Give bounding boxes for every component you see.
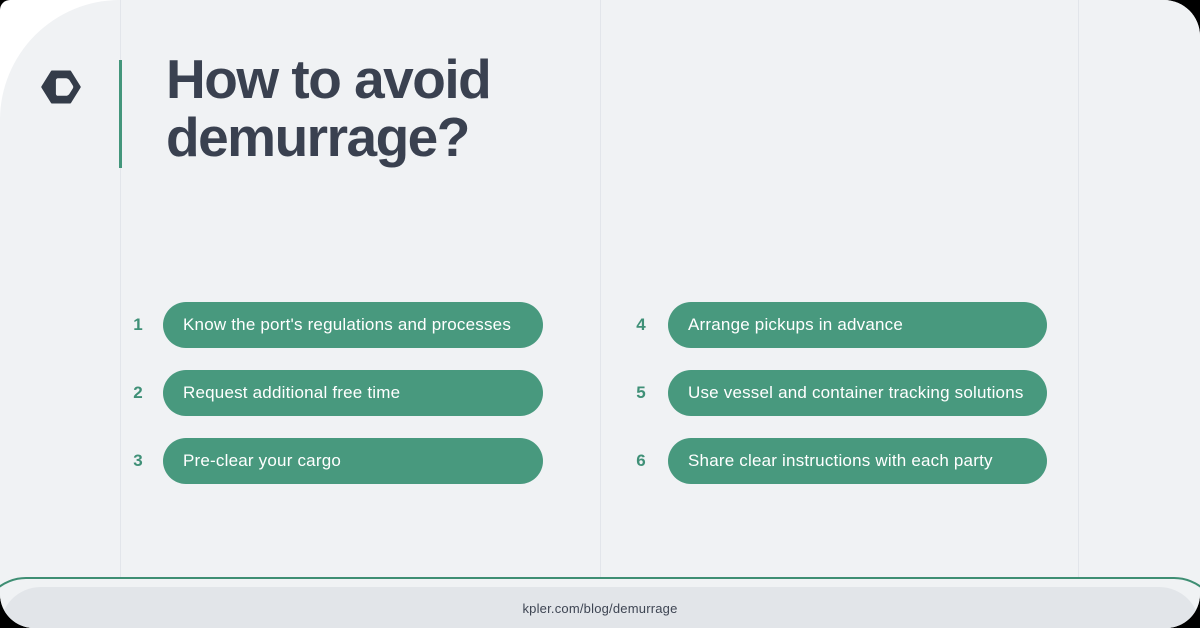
step-row: 6 Share clear instructions with each par… xyxy=(626,438,1047,484)
footer-outline xyxy=(0,577,1200,628)
footer-url: kpler.com/blog/demurrage xyxy=(522,601,678,616)
step-row: 5 Use vessel and container tracking solu… xyxy=(626,370,1047,416)
step-number: 6 xyxy=(636,451,646,470)
step-row: 3 Pre-clear your cargo xyxy=(123,438,543,484)
kpler-logo-icon xyxy=(41,69,81,105)
footer-band xyxy=(0,587,1200,628)
step-pill: Know the port's regulations and processe… xyxy=(163,302,543,348)
title-accent-bar xyxy=(119,60,122,168)
divider-line-right xyxy=(1078,0,1079,578)
divider-line-center xyxy=(600,0,601,578)
steps-column-left: 1 Know the port's regulations and proces… xyxy=(123,302,543,506)
page-title: How to avoid demurrage? xyxy=(166,48,492,168)
steps-column-right: 4 Arrange pickups in advance 5 Use vesse… xyxy=(626,302,1047,506)
step-number: 3 xyxy=(133,451,143,470)
step-number: 2 xyxy=(133,383,143,402)
step-pill: Use vessel and container tracking soluti… xyxy=(668,370,1047,416)
page-title-line2: demurrage? xyxy=(166,106,470,168)
page-title-line1: How to avoid xyxy=(166,48,492,110)
step-pill: Arrange pickups in advance xyxy=(668,302,1047,348)
step-number: 5 xyxy=(636,383,646,402)
step-row: 1 Know the port's regulations and proces… xyxy=(123,302,543,348)
step-row: 2 Request additional free time xyxy=(123,370,543,416)
step-pill: Pre-clear your cargo xyxy=(163,438,543,484)
step-pill: Request additional free time xyxy=(163,370,543,416)
step-pill: Share clear instructions with each party xyxy=(668,438,1047,484)
step-number: 1 xyxy=(133,315,143,334)
step-row: 4 Arrange pickups in advance xyxy=(626,302,1047,348)
step-number: 4 xyxy=(636,315,646,334)
divider-line-left xyxy=(120,0,121,578)
